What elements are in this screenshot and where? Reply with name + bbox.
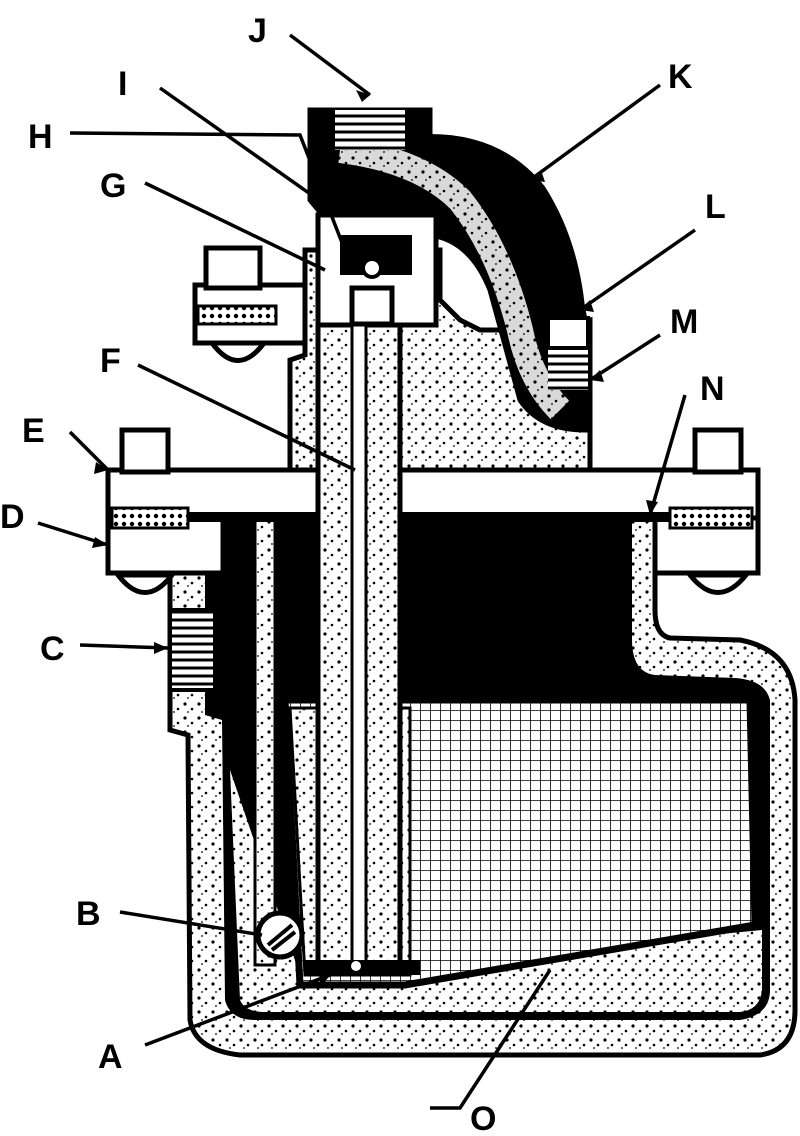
outlet-elbow-highlight xyxy=(338,137,570,420)
inlet-riser xyxy=(253,513,277,967)
nut-left xyxy=(112,572,178,595)
label-h: H xyxy=(28,118,53,156)
bolt-head-right xyxy=(692,427,744,475)
vent-hole xyxy=(305,960,420,975)
label-o: O xyxy=(470,1100,496,1136)
gasket-left xyxy=(110,506,190,530)
label-g: G xyxy=(100,167,126,205)
valve-seat xyxy=(349,285,395,327)
stem-rod xyxy=(350,323,368,967)
valve-ball xyxy=(361,257,383,279)
bolt-head-left xyxy=(119,427,171,475)
gasket-right xyxy=(668,506,754,530)
pivot-pin-hatch xyxy=(266,923,297,952)
label-a: A xyxy=(98,1038,123,1076)
top-gasket xyxy=(196,304,278,326)
label-f: F xyxy=(100,342,121,380)
label-c: C xyxy=(40,630,65,668)
label-b: B xyxy=(76,895,101,933)
outlet-elbow-outer xyxy=(429,134,586,321)
outlet-thread-lower xyxy=(548,350,588,390)
label-d: D xyxy=(0,498,25,536)
lower-chamber xyxy=(230,770,762,1012)
label-k: K xyxy=(668,58,693,96)
label-n: N xyxy=(700,370,725,408)
vent-ball xyxy=(351,961,361,971)
nut-right xyxy=(684,572,752,595)
outlet-threads xyxy=(335,110,405,150)
label-e: E xyxy=(22,412,45,450)
label-j: J xyxy=(248,12,267,50)
gasket-line xyxy=(188,512,670,522)
top-nut xyxy=(207,340,269,363)
inlet-connection xyxy=(168,608,217,692)
outlet-collar xyxy=(546,316,590,350)
leader-lines xyxy=(37,33,696,1110)
label-i: I xyxy=(118,65,127,103)
top-bolt-head xyxy=(203,245,263,291)
label-l: L xyxy=(705,188,726,226)
arrowheads xyxy=(92,90,658,986)
label-m: M xyxy=(670,303,698,341)
